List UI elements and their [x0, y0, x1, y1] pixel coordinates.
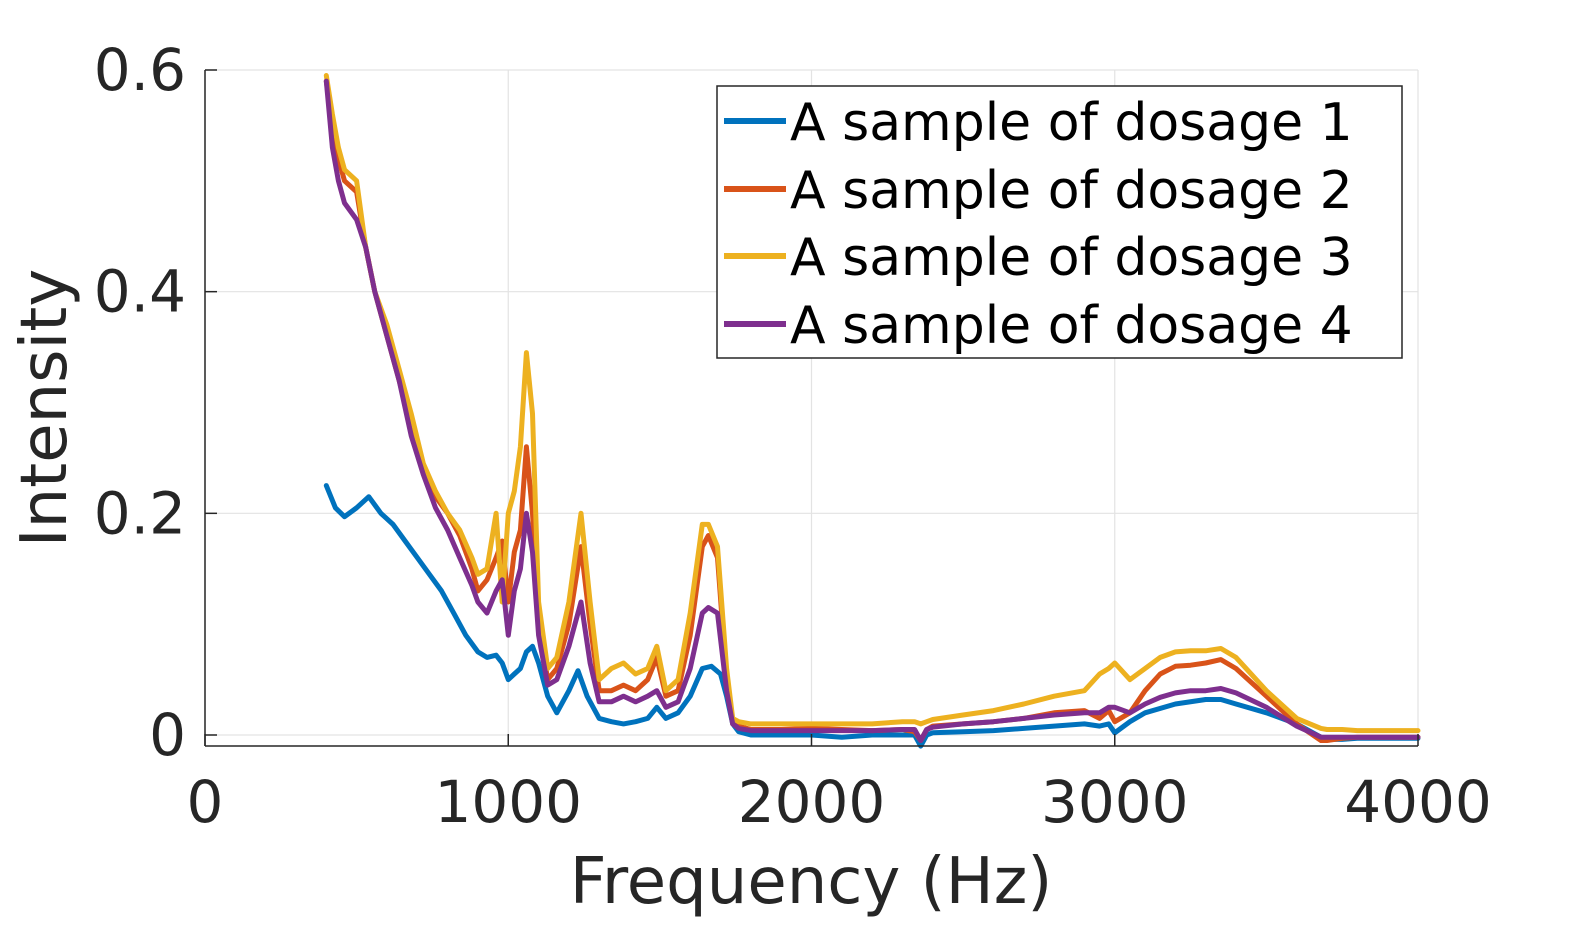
x-tick-label: 3000 — [1041, 768, 1189, 836]
legend-label: A sample of dosage 3 — [790, 228, 1353, 288]
tick-marks — [204, 69, 1419, 746]
series-line-dosage-4 — [323, 78, 1421, 743]
series-layer — [323, 73, 1421, 749]
legend: A sample of dosage 1 A sample of dosage 2… — [716, 85, 1403, 359]
series-line-dosage-3 — [323, 73, 1421, 734]
series-line-dosage-1 — [323, 483, 1421, 749]
x-axis-label: Frequency (Hz) — [570, 845, 1053, 919]
legend-label: A sample of dosage 2 — [790, 161, 1353, 221]
x-tick-label: 2000 — [738, 768, 886, 836]
legend-label: A sample of dosage 4 — [790, 296, 1353, 356]
x-tick-label: 1000 — [434, 768, 582, 836]
legend-label: A sample of dosage 1 — [790, 93, 1353, 153]
y-tick-label: 0.4 — [94, 258, 186, 326]
legend-box — [716, 85, 1403, 359]
y-axis-label: Intensity — [8, 269, 82, 548]
x-tick-label: 0 — [187, 768, 224, 836]
y-tick-label: 0.2 — [94, 479, 186, 547]
y-tick-label: 0 — [149, 701, 186, 769]
y-tick-label: 0.6 — [94, 36, 186, 104]
tick-labels: 0 1000 2000 3000 4000 0 0.2 0.4 0.6 — [94, 36, 1492, 836]
x-tick-label: 4000 — [1344, 768, 1492, 836]
